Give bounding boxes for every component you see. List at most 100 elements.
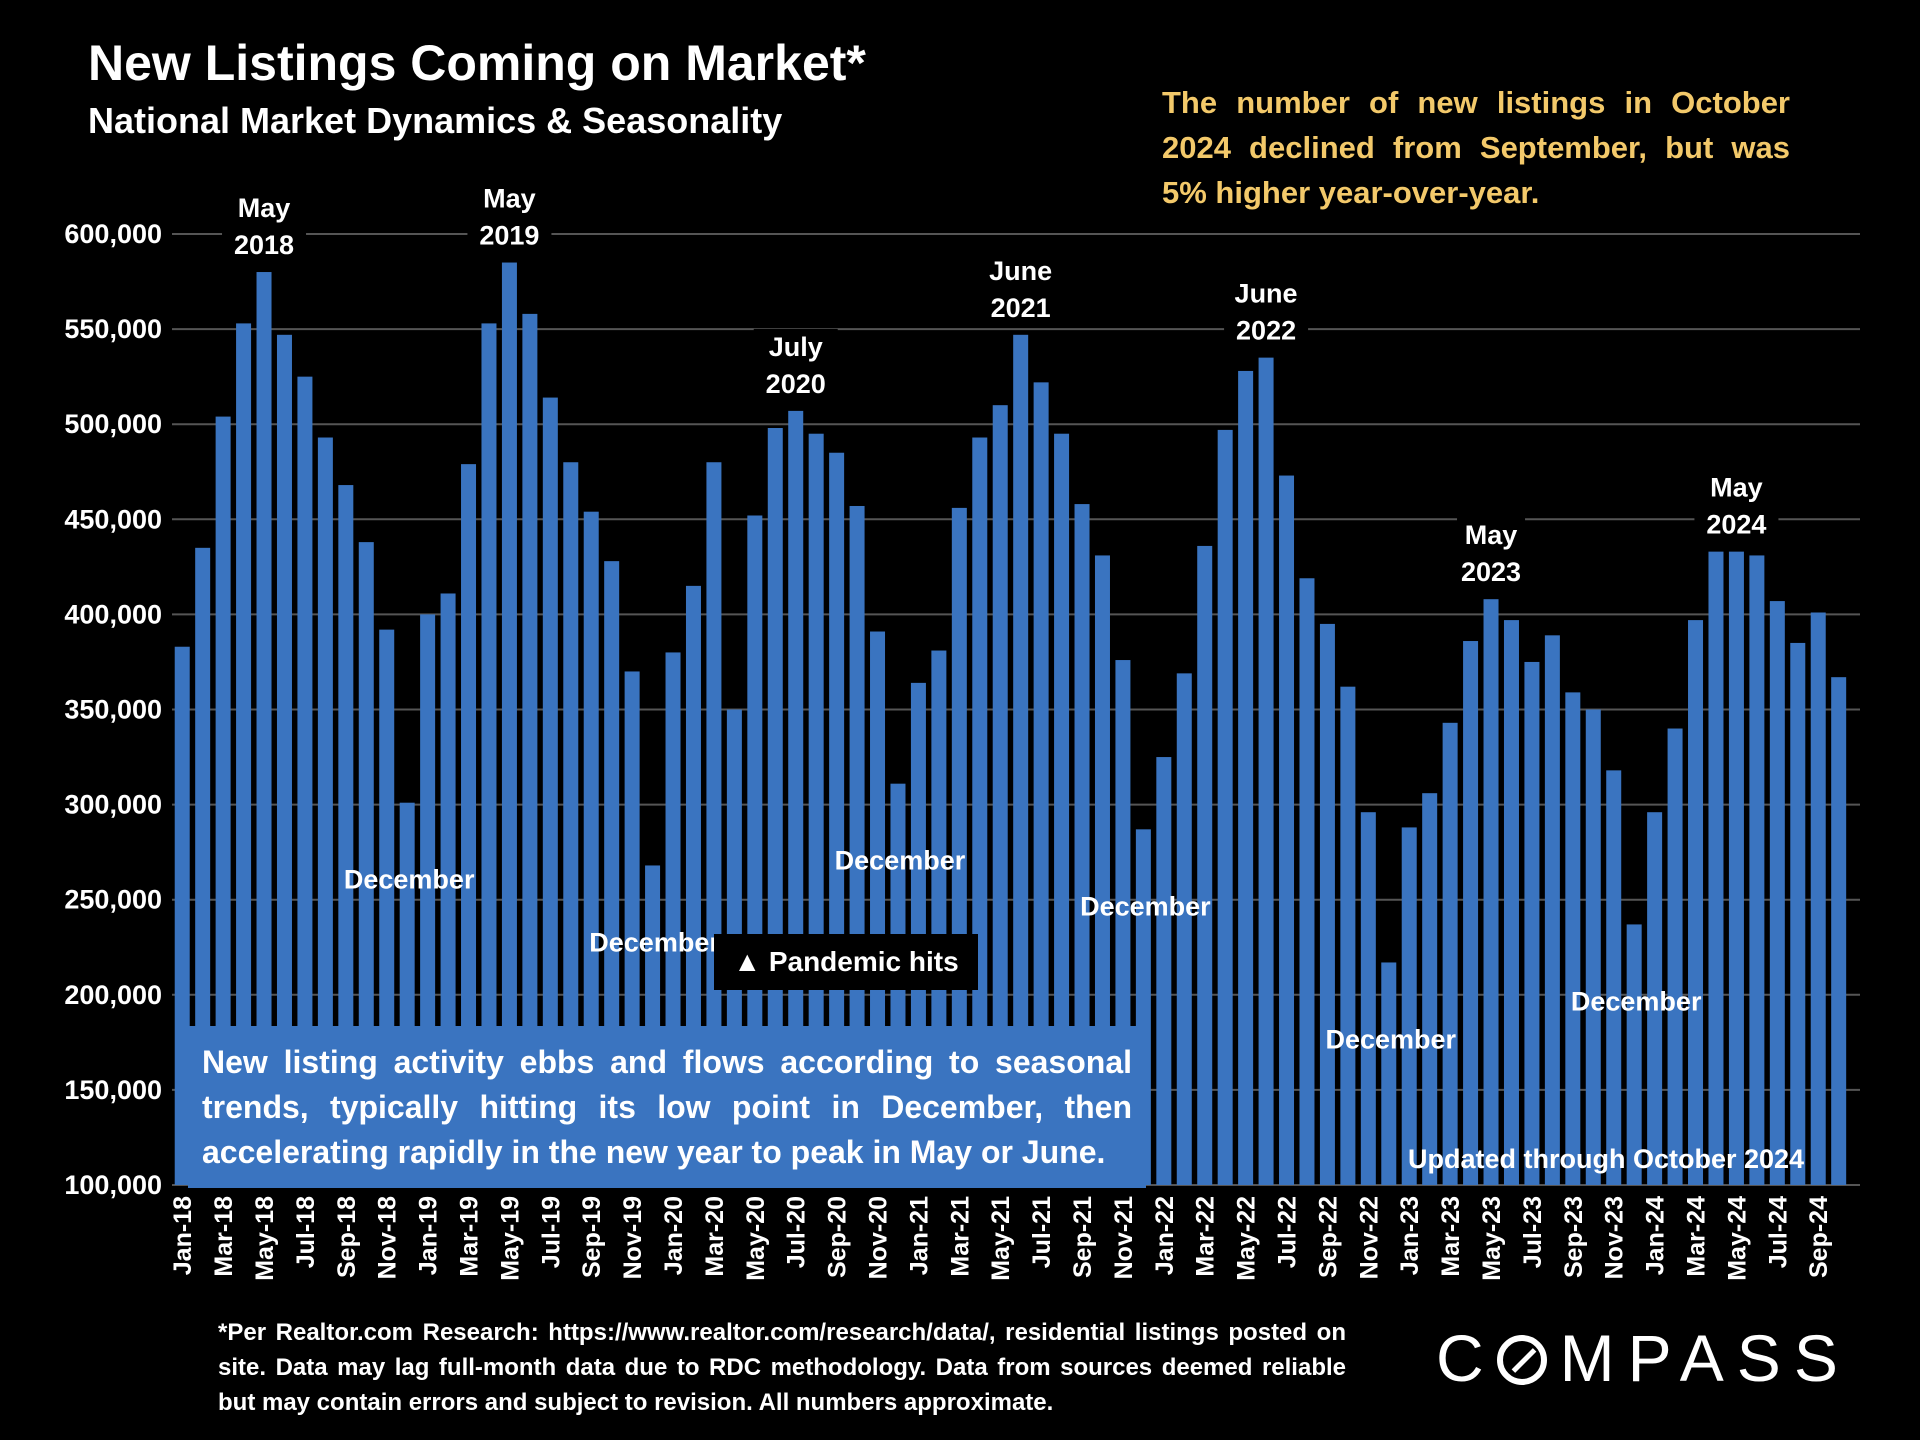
x-tick-label: Jan-19 — [415, 1196, 443, 1275]
annotation-label: 2018 — [234, 230, 294, 260]
x-tick-label: Jul-24 — [1764, 1196, 1792, 1268]
annotation-label: May — [483, 184, 536, 214]
x-tick-label: Jan-24 — [1642, 1196, 1670, 1275]
y-tick-label: 550,000 — [64, 314, 162, 344]
x-tick-label: Mar-22 — [1192, 1196, 1220, 1277]
x-tick-label: Sep-19 — [578, 1196, 606, 1278]
annotation-mask — [1449, 554, 1534, 589]
bar-Sep-20 — [829, 452, 845, 1186]
annotations: May 2018 May 2019 July 2020 June 2021 June 2022 Ma… — [222, 180, 1779, 1054]
x-tick-label: Mar-21 — [946, 1196, 974, 1277]
bar-May-24 — [1728, 551, 1744, 1185]
bar-Mar-20 — [706, 462, 722, 1185]
annotation-label: 2020 — [766, 369, 826, 399]
annotation-mask — [978, 289, 1063, 324]
y-tick-label: 450,000 — [64, 504, 162, 534]
bar-chart: 100,000 150,000 200,000 250,000 300,000 350,0… — [64, 180, 1860, 1281]
annotation-mask — [753, 365, 838, 400]
x-axis-ticks: Jan-18 Mar-18 May-18 Jul-18 Sep-18 Nov-18 Jan-… — [169, 1196, 1833, 1281]
pandemic-label: ▲ Pandemic hits — [714, 934, 978, 990]
annotation-label: July — [769, 332, 823, 362]
bar-Apr-21 — [972, 437, 988, 1185]
bar-May-19 — [501, 262, 517, 1185]
callout-text: The number of new listings in October 20… — [1162, 85, 1790, 210]
x-tick-label: Sep-21 — [1069, 1196, 1097, 1278]
x-tick-label: Nov-20 — [865, 1196, 893, 1279]
bar-Sep-22 — [1319, 623, 1335, 1185]
compass-o-icon — [1496, 1335, 1547, 1385]
annotation-mask — [222, 227, 307, 262]
y-tick-label: 100,000 — [64, 1170, 162, 1200]
x-tick-label: Jan-22 — [1151, 1196, 1179, 1275]
x-tick-label: May-22 — [1233, 1196, 1261, 1281]
bar-May-18 — [256, 272, 272, 1185]
bar-Aug-24 — [1790, 642, 1806, 1185]
x-tick-label: Nov-21 — [1110, 1196, 1138, 1279]
annotation-mask — [475, 180, 544, 215]
bar-Apr-23 — [1463, 641, 1479, 1185]
annotation-label: 2024 — [1706, 510, 1766, 540]
annotation-label: December — [1080, 891, 1211, 921]
x-tick-label: Jul-23 — [1519, 1196, 1547, 1268]
y-tick-label: 200,000 — [64, 980, 162, 1010]
bar-Nov-22 — [1360, 812, 1376, 1185]
x-tick-label: Jul-18 — [292, 1196, 320, 1268]
bar-Sep-19 — [583, 511, 599, 1185]
x-tick-label: Nov-19 — [619, 1196, 647, 1279]
x-tick-label: Sep-23 — [1560, 1196, 1588, 1278]
bar-Aug-21 — [1054, 433, 1070, 1186]
bar-Mar-24 — [1688, 620, 1704, 1185]
annotation-label: December — [344, 865, 475, 895]
x-tick-label: Jul-20 — [783, 1196, 811, 1268]
x-tick-label: Sep-22 — [1314, 1196, 1342, 1278]
x-tick-label: May-20 — [742, 1196, 770, 1281]
x-tick-label: Sep-24 — [1805, 1196, 1833, 1278]
bar-Feb-24 — [1667, 728, 1683, 1185]
bar-May-22 — [1238, 370, 1254, 1186]
bar-Jun-24 — [1749, 555, 1765, 1185]
y-tick-label: 400,000 — [64, 599, 162, 629]
annotation-mask — [1224, 275, 1309, 310]
bar-Jul-18 — [297, 376, 313, 1185]
chart-subtitle: National Market Dynamics & Seasonality — [88, 100, 783, 141]
x-tick-label: Jan-23 — [1396, 1196, 1424, 1275]
annotation-mask — [1694, 506, 1779, 541]
bar-Nov-23 — [1606, 770, 1622, 1185]
annotation-label: May — [1465, 520, 1518, 550]
bar-Jun-23 — [1503, 620, 1519, 1185]
x-tick-label: Jul-21 — [1028, 1196, 1056, 1268]
x-tick-label: Mar-24 — [1683, 1196, 1711, 1277]
bar-Jul-24 — [1769, 601, 1785, 1185]
bar-Jun-18 — [276, 334, 292, 1185]
y-axis-ticks: 100,000 150,000 200,000 250,000 300,000 350,0… — [64, 219, 162, 1200]
bar-Jan-24 — [1647, 812, 1663, 1185]
annotation-label: May — [1710, 473, 1763, 503]
bar-Sep-21 — [1074, 504, 1090, 1186]
bar-Oct-20 — [849, 505, 865, 1186]
bar-Sep-23 — [1565, 692, 1581, 1185]
bar-Sep-24 — [1810, 612, 1826, 1185]
annotation-label: December — [1325, 1024, 1456, 1054]
bar-Mar-19 — [461, 464, 477, 1186]
x-tick-label: Mar-18 — [210, 1196, 238, 1277]
bar-Feb-18 — [195, 547, 211, 1185]
bar-Jun-19 — [522, 313, 538, 1185]
bar-Oct-22 — [1340, 686, 1356, 1185]
bar-Apr-19 — [481, 323, 497, 1185]
annotation-mask — [1224, 312, 1309, 347]
bar-Aug-19 — [563, 462, 579, 1185]
annotation-label: December — [589, 927, 720, 957]
bar-Aug-23 — [1544, 635, 1560, 1185]
bar-Apr-18 — [236, 323, 252, 1185]
bar-Apr-24 — [1708, 551, 1724, 1185]
updated-label: Updated through October 2024 — [1408, 1144, 1805, 1174]
bars — [174, 262, 1847, 1186]
footnote: *Per Realtor.com Research: https://www.r… — [218, 1319, 1346, 1416]
x-tick-label: Jan-21 — [905, 1196, 933, 1275]
annotation-mask — [467, 217, 552, 252]
bar-Mar-23 — [1442, 722, 1458, 1185]
annotation-label: June — [1235, 279, 1298, 309]
bar-Jun-22 — [1258, 357, 1274, 1185]
annotation-label: June — [989, 256, 1052, 286]
y-tick-label: 600,000 — [64, 219, 162, 249]
